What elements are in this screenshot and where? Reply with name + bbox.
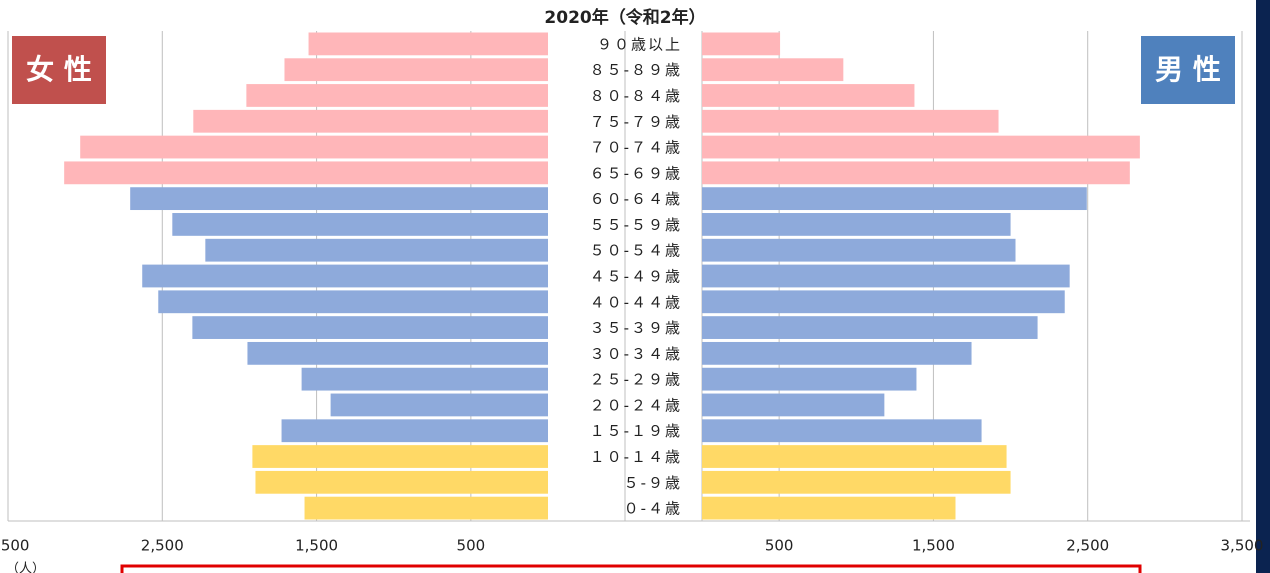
bar [702,187,1087,211]
x-tick-label: 2,500 [141,537,184,555]
bar [702,161,1130,185]
bar [301,367,548,391]
x-tick-label: 3,500 [0,537,29,555]
bar [702,367,917,391]
age-label: ５-９歳 [624,474,682,492]
bar [702,135,1140,159]
bar [130,187,549,211]
age-label: ０-４歳 [624,500,682,518]
bar [172,213,549,236]
x-tick-label: 500 [765,537,794,555]
age-label: ３５-３９歳 [590,319,682,337]
bar [702,238,1016,262]
age-label: ９０歳以上 [597,35,682,53]
legend-box [1141,36,1235,104]
age-label: ７５-７９歳 [590,113,682,131]
bar [702,84,915,107]
bar [702,470,1011,494]
bar [304,496,548,520]
x-tick-label: 2,500 [1066,537,1109,555]
age-label: ５０-５４歳 [590,242,682,260]
age-label: １０-１４歳 [590,448,682,466]
age-label: ８０-８４歳 [590,87,682,105]
bar [308,32,548,56]
bar [702,316,1038,339]
chart-title: 2020年（令和2年） [544,7,705,28]
bar [702,264,1070,288]
x-tick-label: 1,500 [295,537,338,555]
bar [330,393,548,417]
bar [64,161,548,185]
highlight-box [120,564,1142,573]
bar [702,290,1065,314]
bar [252,445,549,468]
bar [246,84,548,107]
bar [702,419,982,443]
bar [205,238,548,262]
bar [284,58,548,82]
bar [702,393,885,417]
x-tick-label: 500 [457,537,486,555]
age-label: ２５-２９歳 [590,371,682,389]
x-axis-label: （人） [6,562,45,573]
age-label: ３０-３４歳 [590,345,682,363]
x-tick-label: 3,500 [1221,537,1264,555]
age-label: ５５-５９歳 [590,216,682,234]
age-label: ２０-２４歳 [590,396,682,414]
bar [158,290,548,314]
age-label: ６５-６９歳 [590,164,682,182]
bar [702,496,956,520]
age-label: ８５-８９歳 [590,61,682,79]
bar [702,213,1011,236]
age-label: ７０-７４歳 [590,139,682,157]
bar [192,316,548,339]
bar [142,264,548,288]
bar [702,58,844,82]
bar [702,109,999,133]
legend-label: 女 性 [26,53,92,86]
x-tick-label: 1,500 [912,537,955,555]
legend-box [12,36,106,104]
bar [702,445,1007,468]
bar [255,470,548,494]
bar [80,135,548,159]
side-strip [1256,0,1270,573]
age-label: ４０-４４歳 [590,293,682,311]
bar [193,109,548,133]
age-label: ６０-６４歳 [590,190,682,208]
legend-label: 男 性 [1155,53,1221,86]
age-label: ４５-４９歳 [590,268,682,286]
age-label: １５-１９歳 [590,422,682,440]
bar [702,32,781,56]
bar [247,341,549,365]
bar [281,419,548,443]
bar [702,341,972,365]
